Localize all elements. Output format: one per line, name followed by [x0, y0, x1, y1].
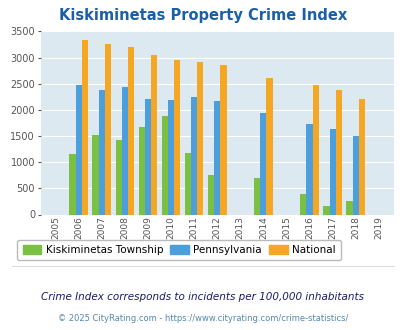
Bar	[75, 85, 82, 214]
Bar	[220, 65, 226, 214]
Bar	[299, 194, 306, 214]
Bar	[69, 154, 75, 214]
Text: Kiskiminetas Property Crime Index: Kiskiminetas Property Crime Index	[59, 8, 346, 23]
Bar	[322, 206, 329, 214]
Bar	[168, 100, 174, 214]
Bar	[151, 55, 157, 214]
Bar	[254, 178, 260, 214]
Bar	[98, 90, 104, 214]
Bar	[358, 99, 364, 214]
Bar	[312, 85, 318, 214]
Bar	[184, 153, 190, 214]
Bar	[81, 40, 88, 214]
Bar	[329, 129, 335, 214]
Bar	[207, 175, 213, 215]
Bar	[266, 79, 272, 214]
Bar	[138, 127, 145, 214]
Bar	[115, 140, 122, 214]
Bar	[145, 99, 151, 214]
Legend: Kiskiminetas Township, Pennsylvania, National: Kiskiminetas Township, Pennsylvania, Nat…	[17, 240, 340, 260]
Bar	[92, 136, 98, 214]
Bar	[190, 97, 197, 214]
Text: © 2025 CityRating.com - https://www.cityrating.com/crime-statistics/: © 2025 CityRating.com - https://www.city…	[58, 314, 347, 323]
Bar	[213, 101, 220, 214]
Bar	[260, 113, 266, 214]
Bar	[174, 60, 180, 214]
Bar	[161, 115, 168, 214]
Bar	[128, 47, 134, 214]
Text: Crime Index corresponds to incidents per 100,000 inhabitants: Crime Index corresponds to incidents per…	[41, 292, 364, 302]
Bar	[345, 201, 352, 214]
Bar	[104, 44, 111, 214]
Bar	[306, 124, 312, 214]
Bar	[352, 136, 358, 214]
Bar	[197, 62, 203, 214]
Bar	[122, 87, 128, 214]
Bar	[335, 90, 341, 214]
